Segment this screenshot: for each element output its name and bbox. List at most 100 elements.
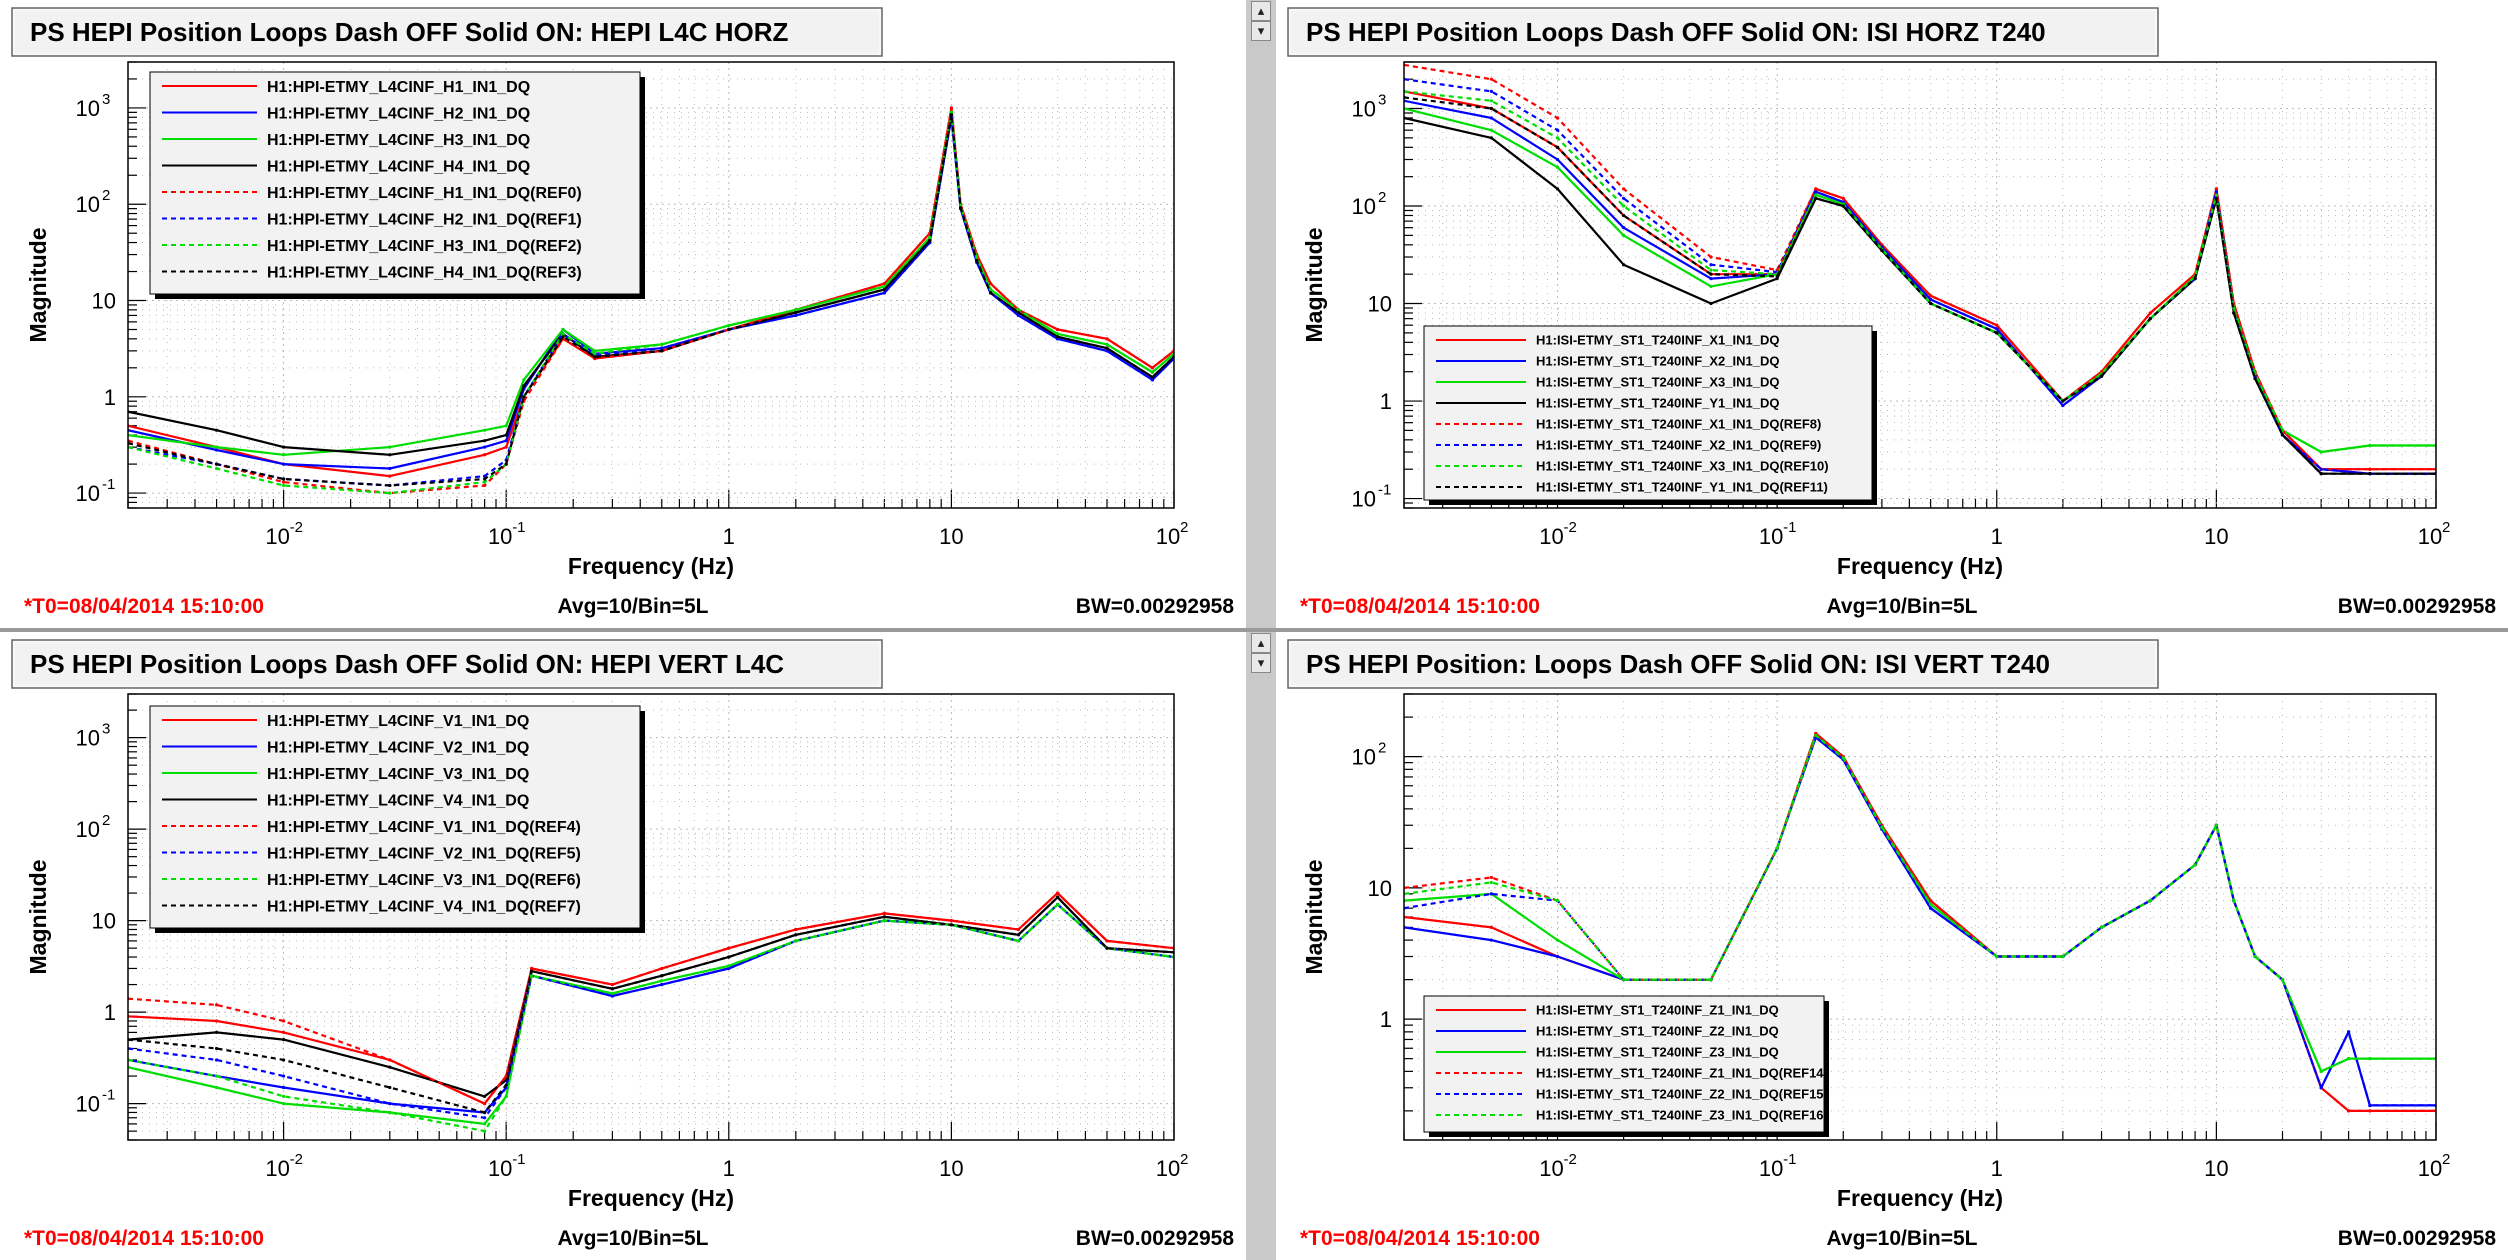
y-axis-label: Magnitude: [1301, 860, 1327, 975]
data-point: [727, 946, 731, 950]
y-tick-exponent: -1: [1378, 482, 1391, 499]
chart-hepi-l4c-horz: PS HEPI Position Loops Dash OFF Solid ON…: [11, 7, 1234, 618]
data-point: [1555, 128, 1560, 132]
data-point: [882, 911, 886, 915]
series-group: [128, 106, 1174, 495]
x-tick-base: 10: [1759, 1156, 1783, 1181]
data-point: [1489, 136, 1493, 140]
scroll-down-button-bottom[interactable]: ▾: [1251, 653, 1271, 673]
legend-item: H1:ISI-ETMY_ST1_T240INF_Z2_IN1_DQ: [1436, 1024, 1779, 1039]
data-point: [1709, 284, 1713, 288]
data-point: [1016, 308, 1021, 312]
footer-bw: BW=0.00292958: [1076, 1227, 1235, 1250]
data-point: [1880, 825, 1884, 829]
y-tick-base: 1: [104, 1000, 116, 1025]
plot-grid: [127, 693, 1175, 1141]
legend-item: H1:ISI-ETMY_ST1_T240INF_X2_IN1_DQ: [1436, 354, 1779, 369]
data-point: [504, 424, 508, 428]
data-point: [660, 346, 664, 350]
data-point: [1016, 927, 1021, 932]
data-point: [214, 462, 219, 466]
y-tick-label: 10 2: [76, 812, 111, 842]
legend-item: H1:HPI-ETMY_L4CINF_V2_IN1_DQ: [162, 739, 529, 756]
data-point: [593, 349, 597, 353]
data-point: [727, 327, 731, 332]
legend: H1:ISI-ETMY_ST1_T240INF_Z1_IN1_DQ H1:ISI-…: [1423, 995, 1829, 1137]
legend-label: H1:HPI-ETMY_L4CINF_H2_IN1_DQ(REF1): [267, 211, 582, 228]
data-point: [1775, 846, 1779, 850]
data-point: [2368, 467, 2372, 471]
data-point: [388, 1101, 392, 1106]
y-tick-base: 10: [76, 96, 100, 121]
data-point: [388, 474, 392, 478]
legend-label: H1:HPI-ETMY_L4CINF_V4_IN1_DQ(REF7): [267, 898, 581, 915]
scroll-up-button-bottom[interactable]: ▴: [1251, 633, 1271, 653]
y-tick-exponent: 2: [1378, 189, 1386, 206]
data-point: [2214, 196, 2218, 200]
data-point: [1150, 375, 1155, 379]
data-point: [388, 1058, 392, 1062]
data-point: [660, 974, 664, 978]
data-point: [794, 308, 798, 312]
legend-item: H1:HPI-ETMY_L4CINF_H1_IN1_DQ(REF0): [162, 185, 582, 202]
x-tick-base: 10: [2204, 524, 2228, 549]
data-point: [1622, 213, 1626, 218]
legend-label: H1:ISI-ETMY_ST1_T240INF_Y1_IN1_DQ: [1536, 396, 1779, 411]
scroll-down-button-top[interactable]: ▾: [1251, 21, 1271, 41]
data-point: [2061, 954, 2065, 959]
y-tick-exponent: 3: [102, 91, 110, 108]
y-tick-base: 10: [1368, 292, 1392, 317]
data-point: [660, 349, 664, 353]
data-point: [561, 335, 565, 339]
y-tick-base: 10: [1352, 745, 1376, 770]
x-tick-exponent: -1: [1783, 1151, 1796, 1168]
legend-label: H1:ISI-ETMY_ST1_T240INF_X2_IN1_DQ(REF9): [1536, 438, 1821, 453]
legend-label: H1:ISI-ETMY_ST1_T240INF_Z3_IN1_DQ: [1536, 1045, 1779, 1060]
x-tick-exponent: -2: [1564, 519, 1577, 536]
legend-item: H1:HPI-ETMY_L4CINF_H1_IN1_DQ: [162, 79, 530, 96]
data-point: [504, 439, 508, 443]
data-point: [1056, 332, 1060, 336]
data-point: [281, 1030, 286, 1035]
data-point: [794, 927, 798, 932]
y-tick-base: 1: [1380, 1007, 1392, 1032]
data-point: [1555, 145, 1560, 149]
data-point: [2232, 899, 2236, 903]
legend-label: H1:ISI-ETMY_ST1_T240INF_X3_IN1_DQ: [1536, 375, 1779, 390]
data-point: [610, 987, 615, 991]
plot-panel-isi-horz-t240: PS HEPI Position Loops Dash OFF Solid ON…: [1276, 0, 2508, 628]
y-axis-label: Magnitude: [1301, 228, 1327, 343]
data-point: [1056, 895, 1060, 899]
legend-item: H1:HPI-ETMY_L4CINF_H3_IN1_DQ: [162, 132, 530, 149]
data-point: [882, 281, 886, 286]
data-point: [2368, 443, 2372, 448]
data-point: [1150, 378, 1155, 382]
x-tick-label: 10 -1: [1759, 519, 1797, 549]
y-tick-label: 1: [1380, 389, 1392, 414]
data-point: [2193, 277, 2197, 281]
x-tick-exponent: -1: [1783, 519, 1796, 536]
legend-label: H1:HPI-ETMY_L4CINF_V1_IN1_DQ(REF4): [267, 819, 581, 836]
scroll-up-button-top[interactable]: ▴: [1251, 1, 1271, 21]
data-point: [522, 378, 526, 382]
legend-item: H1:HPI-ETMY_L4CINF_H4_IN1_DQ: [162, 158, 530, 175]
data-point: [928, 236, 932, 240]
legend-label: H1:HPI-ETMY_L4CINF_H2_IN1_DQ: [267, 105, 530, 122]
data-point: [504, 1083, 508, 1087]
legend: H1:HPI-ETMY_L4CINF_H1_IN1_DQ H1:HPI-ETMY_…: [149, 71, 645, 299]
data-point: [1929, 301, 1933, 306]
data-point: [483, 1116, 487, 1120]
data-point: [2214, 193, 2218, 197]
data-point: [214, 1003, 219, 1007]
y-tick-base: 10: [76, 1092, 100, 1117]
data-point: [214, 1074, 219, 1078]
x-tick-exponent: -1: [512, 519, 525, 536]
data-point: [281, 453, 286, 457]
series-group: [1404, 63, 2436, 476]
horizontal-divider[interactable]: [0, 628, 2508, 632]
plot-title: PS HEPI Position Loops Dash OFF Solid ON…: [1306, 17, 2046, 47]
x-axis-label: Frequency (Hz): [1837, 553, 2003, 579]
x-tick-label: 1: [1991, 524, 2003, 549]
data-point: [2214, 190, 2218, 194]
y-tick-label: 10 -1: [1352, 482, 1392, 512]
